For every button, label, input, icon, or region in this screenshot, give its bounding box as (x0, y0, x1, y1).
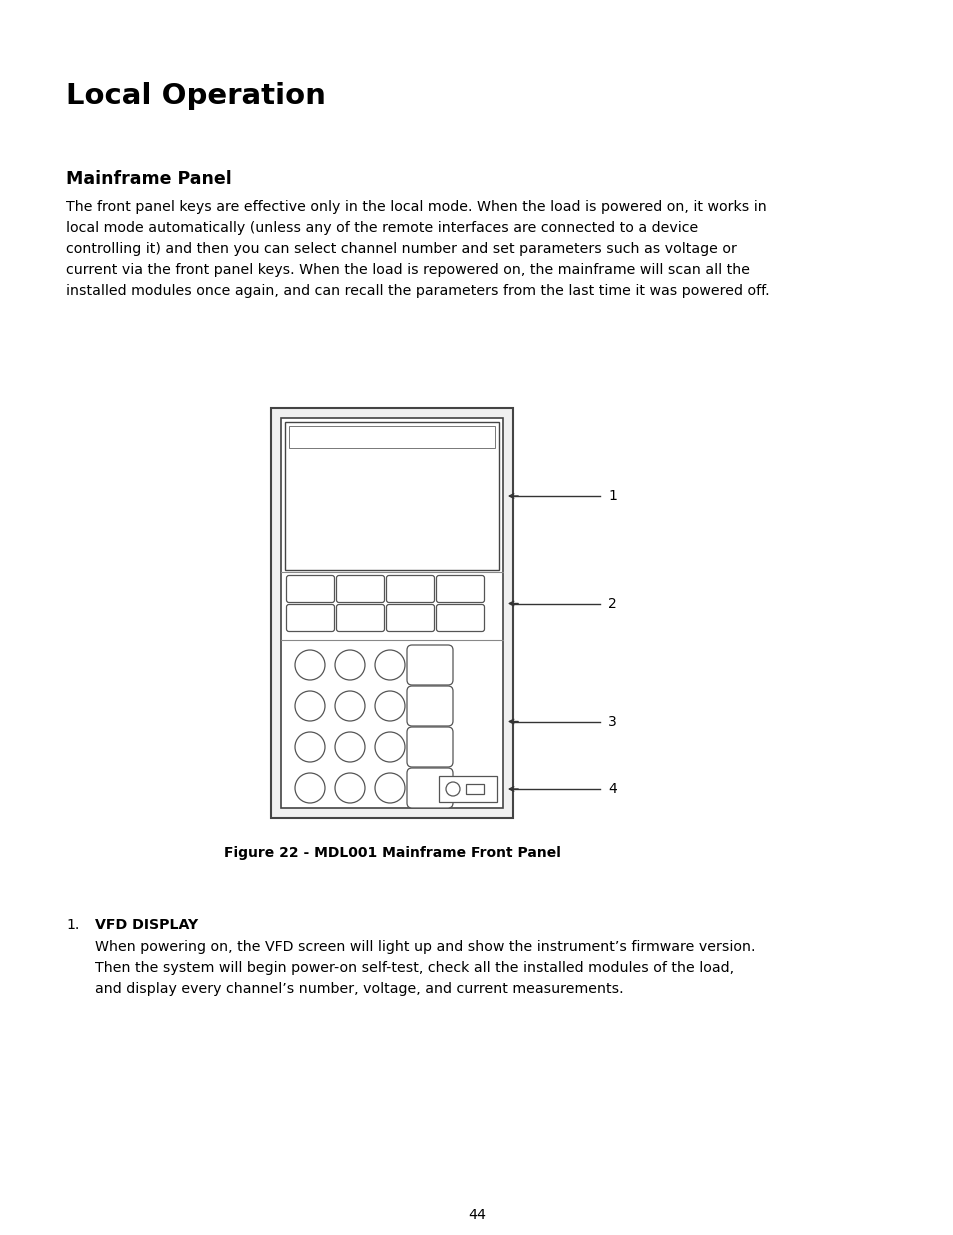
Circle shape (375, 650, 405, 680)
FancyBboxPatch shape (336, 576, 384, 603)
Text: current via the front panel keys. When the load is repowered on, the mainframe w: current via the front panel keys. When t… (66, 263, 749, 277)
Text: and display every channel’s number, voltage, and current measurements.: and display every channel’s number, volt… (95, 982, 623, 995)
Text: Mainframe Panel: Mainframe Panel (66, 170, 232, 188)
Bar (285, 422, 498, 571)
FancyBboxPatch shape (286, 576, 335, 603)
FancyBboxPatch shape (407, 645, 453, 685)
Text: local mode automatically (unless any of the remote interfaces are connected to a: local mode automatically (unless any of … (66, 221, 698, 235)
Circle shape (335, 650, 365, 680)
Text: installed modules once again, and can recall the parameters from the last time i: installed modules once again, and can re… (66, 284, 769, 298)
Circle shape (294, 732, 325, 762)
Text: The front panel keys are effective only in the local mode. When the load is powe: The front panel keys are effective only … (66, 200, 766, 214)
Text: When powering on, the VFD screen will light up and show the instrument’s firmwar: When powering on, the VFD screen will li… (95, 940, 755, 953)
Text: VFD DISPLAY: VFD DISPLAY (95, 918, 198, 932)
Circle shape (335, 692, 365, 721)
Text: Then the system will begin power-on self-test, check all the installed modules o: Then the system will begin power-on self… (95, 961, 734, 974)
FancyBboxPatch shape (407, 727, 453, 767)
FancyBboxPatch shape (286, 604, 335, 631)
Bar (465, 784, 483, 794)
FancyBboxPatch shape (436, 576, 484, 603)
Text: controlling it) and then you can select channel number and set parameters such a: controlling it) and then you can select … (66, 242, 736, 256)
Bar (289, 426, 495, 448)
Bar (438, 776, 497, 802)
Text: 1: 1 (607, 489, 617, 503)
Circle shape (375, 692, 405, 721)
Circle shape (335, 773, 365, 803)
Text: 3: 3 (607, 715, 616, 729)
Circle shape (294, 650, 325, 680)
Text: 1.: 1. (66, 918, 79, 932)
Text: Local Operation: Local Operation (66, 82, 326, 110)
Circle shape (375, 732, 405, 762)
FancyBboxPatch shape (386, 604, 434, 631)
FancyBboxPatch shape (407, 768, 453, 808)
FancyBboxPatch shape (436, 604, 484, 631)
FancyBboxPatch shape (336, 604, 384, 631)
Bar (271, 408, 513, 818)
Circle shape (294, 692, 325, 721)
Text: 44: 44 (468, 1208, 485, 1221)
Circle shape (335, 732, 365, 762)
Bar (281, 417, 502, 808)
FancyBboxPatch shape (386, 576, 434, 603)
Text: Figure 22 - MDL001 Mainframe Front Panel: Figure 22 - MDL001 Mainframe Front Panel (223, 846, 559, 860)
Text: 4: 4 (607, 782, 616, 797)
Circle shape (446, 782, 459, 797)
FancyBboxPatch shape (407, 685, 453, 726)
Text: 2: 2 (607, 597, 616, 610)
Circle shape (375, 773, 405, 803)
Circle shape (294, 773, 325, 803)
